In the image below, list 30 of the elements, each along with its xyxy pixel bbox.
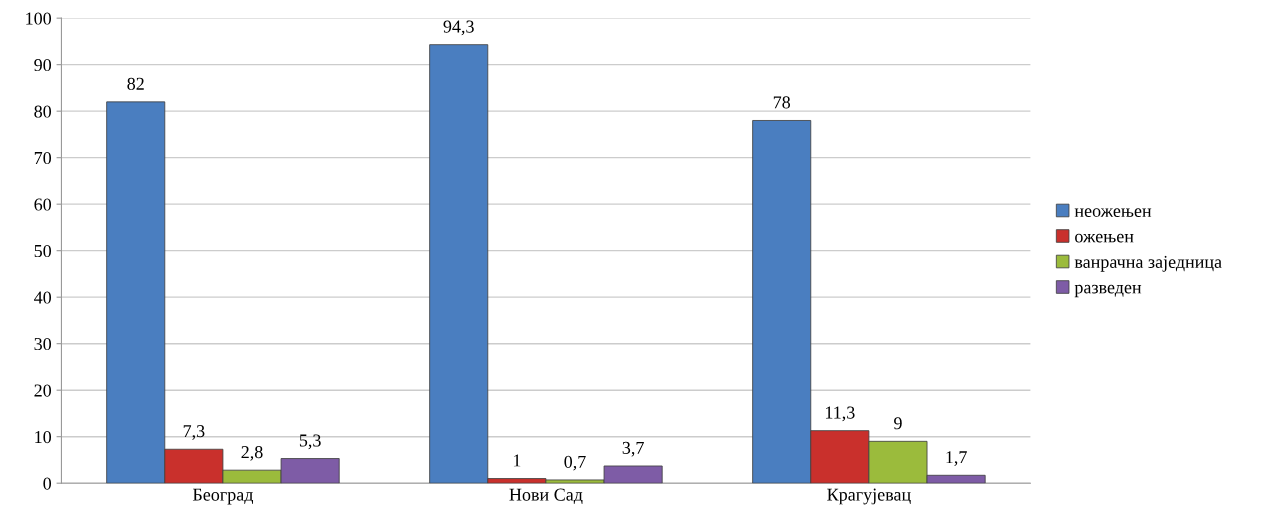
data-label: 82 bbox=[127, 77, 144, 90]
data-label: 94,3 bbox=[443, 20, 474, 36]
legend-label: разведен bbox=[1074, 284, 1142, 298]
y-tick-label: 100 bbox=[26, 12, 52, 25]
x-tick-label: Београд bbox=[192, 488, 254, 505]
data-label: 3,7 bbox=[622, 441, 644, 457]
y-tick-label: 20 bbox=[34, 384, 52, 397]
data-label: 0,7 bbox=[564, 455, 586, 471]
legend-label: ожењен bbox=[1075, 233, 1134, 243]
data-label: 9 bbox=[894, 417, 902, 430]
data-label: 1 bbox=[513, 454, 521, 467]
y-tick-label: 40 bbox=[34, 291, 52, 304]
y-tick-label: 80 bbox=[34, 105, 52, 118]
y-tick-label: 60 bbox=[34, 198, 52, 211]
y-tick-label: 10 bbox=[35, 430, 52, 444]
x-tick-label: Нови Сад bbox=[509, 488, 583, 505]
y-tick-label: 90 bbox=[34, 58, 52, 72]
data-label: 11,3 bbox=[825, 406, 855, 422]
y-tick-label: 50 bbox=[34, 244, 52, 258]
data-label: 1,7 bbox=[946, 451, 967, 466]
y-tick-label: 0 bbox=[43, 477, 52, 490]
legend-label: неожењен bbox=[1074, 208, 1152, 217]
data-label: 5,3 bbox=[299, 434, 321, 450]
data-label: 7,3 bbox=[183, 425, 205, 440]
x-tick-label: Крагујевац bbox=[827, 488, 911, 505]
y-tick-label: 70 bbox=[34, 151, 52, 165]
legend-label: ванрачна заједница bbox=[1074, 255, 1222, 272]
y-tick-label: 30 bbox=[34, 337, 52, 351]
data-label: 78 bbox=[773, 96, 791, 109]
data-label: 2,8 bbox=[241, 445, 263, 461]
